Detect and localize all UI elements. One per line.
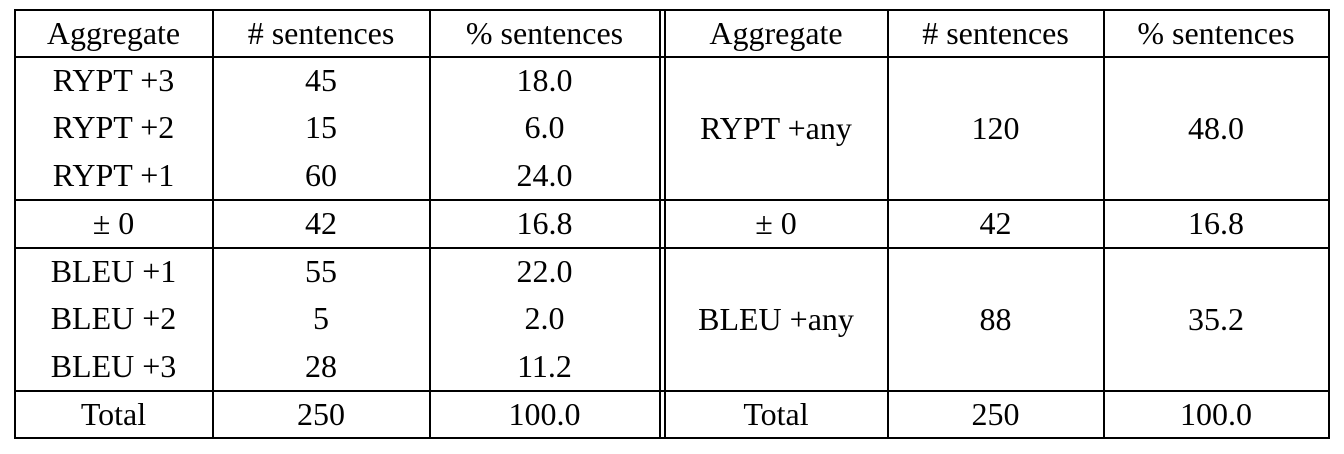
left-total-label: Total — [80, 395, 147, 432]
left-row-aggregate: BLEU +2 — [50, 300, 177, 336]
left-row-percent: 11.2 — [517, 347, 572, 384]
rule-bottom — [14, 437, 1330, 439]
rule-col1 — [212, 9, 214, 439]
left-row-aggregate: BLEU +1 — [50, 253, 177, 289]
left-row-percent: 2.0 — [524, 300, 565, 336]
rule-right — [1328, 9, 1330, 439]
right-row-aggregate: RYPT +any — [700, 109, 852, 146]
right-row-aggregate: BLEU +any — [698, 300, 854, 337]
header-right-count: # sentences — [922, 14, 1069, 51]
rule-top — [14, 9, 1330, 11]
header-left-count: # sentences — [247, 14, 395, 51]
right-row-count: 42 — [979, 205, 1012, 241]
header-right-aggregate: Aggregate — [709, 14, 843, 51]
header-left-percent: % sentences — [465, 14, 624, 51]
left-row-percent: 24.0 — [516, 156, 573, 193]
rule-left — [14, 9, 16, 439]
left-row-count: 60 — [305, 156, 337, 193]
right-row-percent: 35.2 — [1188, 300, 1244, 337]
left-total-count: 250 — [297, 395, 345, 432]
rule-header — [14, 56, 1330, 58]
left-row-percent: 18.0 — [516, 62, 573, 98]
left-row-count: 5 — [313, 300, 329, 336]
right-row-count: 88 — [979, 300, 1012, 337]
left-row-count: 42 — [305, 205, 337, 241]
left-row-aggregate: RYPT +2 — [52, 109, 175, 145]
rule-col4 — [887, 9, 889, 439]
rule-col2 — [429, 9, 431, 439]
right-row-percent: 48.0 — [1188, 109, 1244, 146]
right-row-count: 120 — [971, 109, 1020, 146]
left-row-aggregate: RYPT +1 — [52, 156, 175, 193]
left-row-count: 28 — [305, 347, 337, 384]
left-row-percent: 16.8 — [516, 205, 573, 241]
rule-rypt — [14, 199, 1330, 201]
left-row-count: 45 — [305, 62, 337, 98]
right-total-percent: 100.0 — [1180, 395, 1252, 432]
left-row-aggregate: BLEU +3 — [50, 347, 177, 384]
right-row-aggregate: ± 0 — [755, 205, 797, 241]
right-total-count: 250 — [971, 395, 1020, 432]
left-row-count: 15 — [305, 109, 337, 145]
header-left-aggregate: Aggregate — [46, 14, 181, 51]
left-row-aggregate: ± 0 — [92, 205, 135, 241]
left-row-percent: 6.0 — [524, 109, 565, 145]
rule-col5 — [1103, 9, 1105, 439]
left-row-aggregate: RYPT +3 — [52, 62, 175, 98]
header-right-percent: % sentences — [1137, 14, 1295, 51]
rule-zero — [14, 247, 1330, 249]
results-table: Aggregate # sentences % sentences Aggreg… — [14, 9, 1330, 439]
left-row-percent: 22.0 — [516, 253, 573, 289]
right-row-percent: 16.8 — [1188, 205, 1244, 241]
right-total-label: Total — [743, 395, 809, 432]
rule-bleu — [14, 390, 1330, 392]
rule-divider-b — [664, 9, 666, 439]
left-row-count: 55 — [305, 253, 337, 289]
left-total-percent: 100.0 — [508, 395, 581, 432]
rule-divider-a — [659, 9, 661, 439]
